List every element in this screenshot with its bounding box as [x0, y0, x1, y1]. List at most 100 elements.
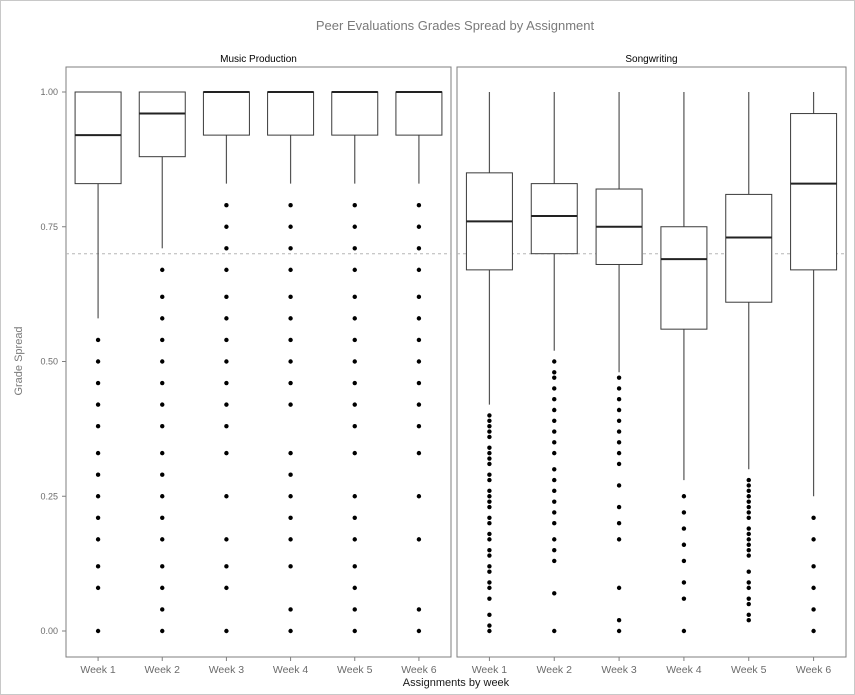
outlier-point: [487, 423, 492, 429]
outlier-point: [288, 494, 293, 499]
outlier-point: [416, 628, 422, 634]
outlier-point: [416, 316, 422, 321]
outlier-point: [552, 477, 557, 483]
outlier-point: [160, 494, 165, 499]
outlier-point: [352, 607, 357, 612]
outlier-point: [487, 628, 492, 634]
outlier-point: [352, 585, 357, 591]
outlier-point: [95, 472, 101, 477]
outlier-point: [224, 380, 229, 386]
outlier-point: [746, 483, 751, 488]
outlier-point: [487, 515, 492, 521]
outlier-point: [95, 537, 101, 542]
box-iqr: [660, 226, 708, 330]
outlier-point: [416, 423, 422, 429]
outlier-point: [811, 515, 816, 521]
outlier-point: [416, 202, 422, 208]
outlier-point: [487, 531, 492, 537]
outlier-point: [681, 542, 687, 547]
outlier-point: [224, 537, 229, 542]
outlier-point: [746, 499, 751, 504]
outlier-point: [487, 585, 492, 591]
outlier-point: [616, 521, 622, 526]
outlier-point: [95, 585, 101, 591]
y-tick-label: 0.50: [40, 357, 58, 367]
outlier-point: [95, 359, 101, 364]
x-tick-label: Week 2: [145, 664, 181, 676]
chart-title: Peer Evaluations Grades Spread by Assign…: [316, 18, 595, 33]
outlier-point: [487, 537, 492, 542]
outlier-point: [487, 472, 492, 477]
outlier-point: [811, 628, 816, 634]
outlier-point: [616, 429, 622, 434]
outlier-point: [552, 370, 557, 375]
outlier-point: [746, 526, 751, 531]
outlier-point: [681, 628, 687, 634]
outlier-point: [160, 359, 165, 364]
outlier-point: [224, 450, 229, 456]
outlier-point: [224, 246, 229, 251]
outlier-point: [616, 461, 622, 467]
x-tick-label: Week 6: [401, 664, 437, 676]
outlier-point: [552, 628, 557, 634]
outlier-point: [616, 418, 622, 423]
outlier-point: [416, 537, 422, 542]
outlier-point: [352, 359, 357, 364]
outlier-point: [552, 440, 557, 445]
outlier-point: [616, 483, 622, 488]
outlier-point: [224, 316, 229, 321]
outlier-point: [487, 445, 492, 450]
outlier-point: [224, 423, 229, 429]
outlier-point: [288, 380, 293, 386]
outlier-point: [487, 564, 492, 569]
outlier-point: [487, 434, 492, 440]
outlier-point: [552, 397, 557, 402]
outlier-point: [224, 294, 229, 300]
box-iqr: [331, 91, 379, 136]
outlier-point: [487, 499, 492, 504]
outlier-point: [416, 224, 422, 229]
outlier-point: [160, 337, 165, 343]
outlier-point: [160, 402, 165, 407]
outlier-point: [552, 386, 557, 391]
outlier-point: [288, 359, 293, 364]
box-iqr: [74, 91, 122, 185]
outlier-point: [352, 202, 357, 208]
outlier-point: [487, 461, 492, 467]
panel-border: [456, 66, 847, 658]
outlier-point: [288, 515, 293, 521]
outlier-point: [746, 618, 751, 623]
box-iqr: [725, 193, 773, 303]
outlier-point: [352, 450, 357, 456]
outlier-point: [288, 564, 293, 569]
outlier-point: [288, 537, 293, 542]
outlier-point: [160, 267, 165, 273]
outlier-point: [552, 547, 557, 553]
outlier-point: [352, 494, 357, 499]
outlier-point: [616, 440, 622, 445]
y-tick-label: 1.00: [40, 87, 58, 97]
outlier-point: [487, 450, 492, 456]
outlier-point: [487, 553, 492, 558]
outlier-point: [616, 375, 622, 380]
outlier-point: [288, 294, 293, 300]
outlier-point: [616, 386, 622, 391]
outlier-point: [746, 531, 751, 537]
outlier-point: [746, 612, 751, 618]
outlier-point: [224, 585, 229, 591]
outlier-point: [224, 202, 229, 208]
outlier-point: [416, 337, 422, 343]
y-tick-label: 0.75: [40, 222, 58, 232]
outlier-point: [160, 564, 165, 569]
outlier-point: [552, 375, 557, 380]
outlier-point: [487, 547, 492, 553]
outlier-point: [746, 488, 751, 494]
outlier-point: [487, 477, 492, 483]
outlier-point: [552, 488, 557, 494]
outlier-point: [746, 580, 751, 585]
outlier-point: [95, 380, 101, 386]
outlier-point: [487, 612, 492, 618]
outlier-point: [616, 450, 622, 456]
outlier-point: [552, 450, 557, 456]
outlier-point: [95, 515, 101, 521]
